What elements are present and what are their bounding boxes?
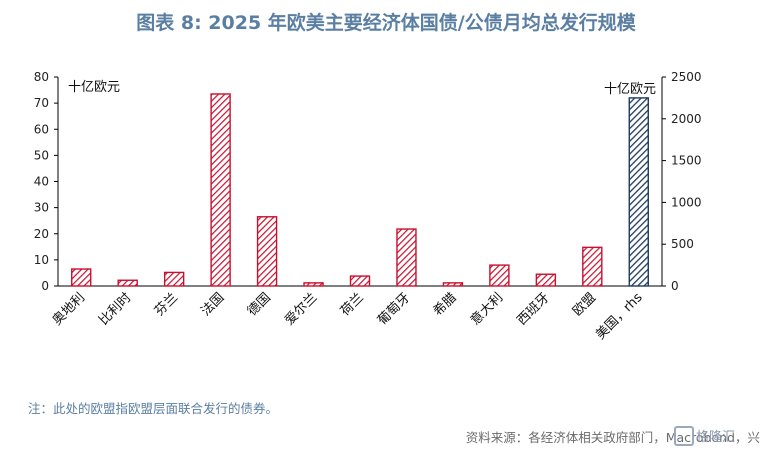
right-axis-unit: 十亿欧元 [604,82,656,97]
bar-2 [163,271,185,287]
source-text: 资料来源：各经济体相关政府部门，Macrobond，兴 [465,430,760,445]
bar-7 [396,228,417,287]
left-axis-unit: 十亿欧元 [68,80,120,95]
left-tick-label: 60 [34,122,49,136]
footnote: 注：此处的欧盟指欧盟层面联合发行的债券。 [28,401,279,416]
bar-rhs-12 [628,97,649,287]
bar-3 [210,93,231,287]
x-tick-label: 法国 [198,290,227,319]
labels: 0 10 20 30 40 50 60 70 80 0 500 1000 1500 2000 2500 十亿欧… [34,70,702,343]
bar-4 [256,216,278,287]
right-tick-label: 0 [671,279,679,293]
bar-5 [303,282,324,287]
left-tick-label: 50 [34,148,49,162]
watermark-logo-icon [674,426,694,446]
watermark: 格隆汇 [674,424,752,446]
axes [54,76,666,287]
right-tick-label: 2500 [671,70,702,84]
x-tick-label: 西班牙 [514,290,552,328]
x-tick-label: 芬兰 [152,290,181,319]
left-tick-label: 70 [34,96,49,110]
x-tick-label: 奥地利 [50,290,88,328]
bar-chart: 0 10 20 30 40 50 60 70 80 0 500 1000 1500 2000 2500 十亿欧… [34,70,702,343]
bar-11 [582,246,603,287]
x-tick-label: 葡萄牙 [375,290,413,328]
bar-1 [117,279,138,287]
chart-title: 图表 8: 2025 年欧美主要经济体国债/公债月均总发行规模 [136,12,636,34]
right-tick-label: 500 [671,237,694,251]
right-tick-label: 2000 [671,112,702,126]
right-tick-label: 1000 [671,195,702,209]
left-tick-label: 40 [34,175,49,189]
left-tick-label: 80 [34,70,49,84]
bar-8 [442,282,464,287]
x-tick-label: 爱尔兰 [282,290,320,328]
bar-10 [535,273,557,287]
x-tick-label: 意大利 [467,290,506,329]
bar-9 [489,264,510,287]
x-tick-label: 希腊 [431,290,460,319]
left-tick-label: 10 [34,253,49,267]
left-tick-label: 30 [34,201,49,215]
watermark-text: 格隆汇 [696,430,736,445]
x-tick-label: 德国 [245,290,274,319]
bar-0 [71,268,92,287]
left-tick-label: 0 [41,279,49,293]
right-tick-label: 1500 [671,154,702,168]
bar-6 [349,275,371,287]
x-tick-label: 美国，rhs [593,290,646,343]
x-tick-label: 比利时 [96,290,134,328]
left-tick-label: 20 [34,227,49,241]
x-tick-label: 荷兰 [338,290,367,319]
x-tick-label: 欧盟 [570,290,599,319]
bars [71,93,649,287]
